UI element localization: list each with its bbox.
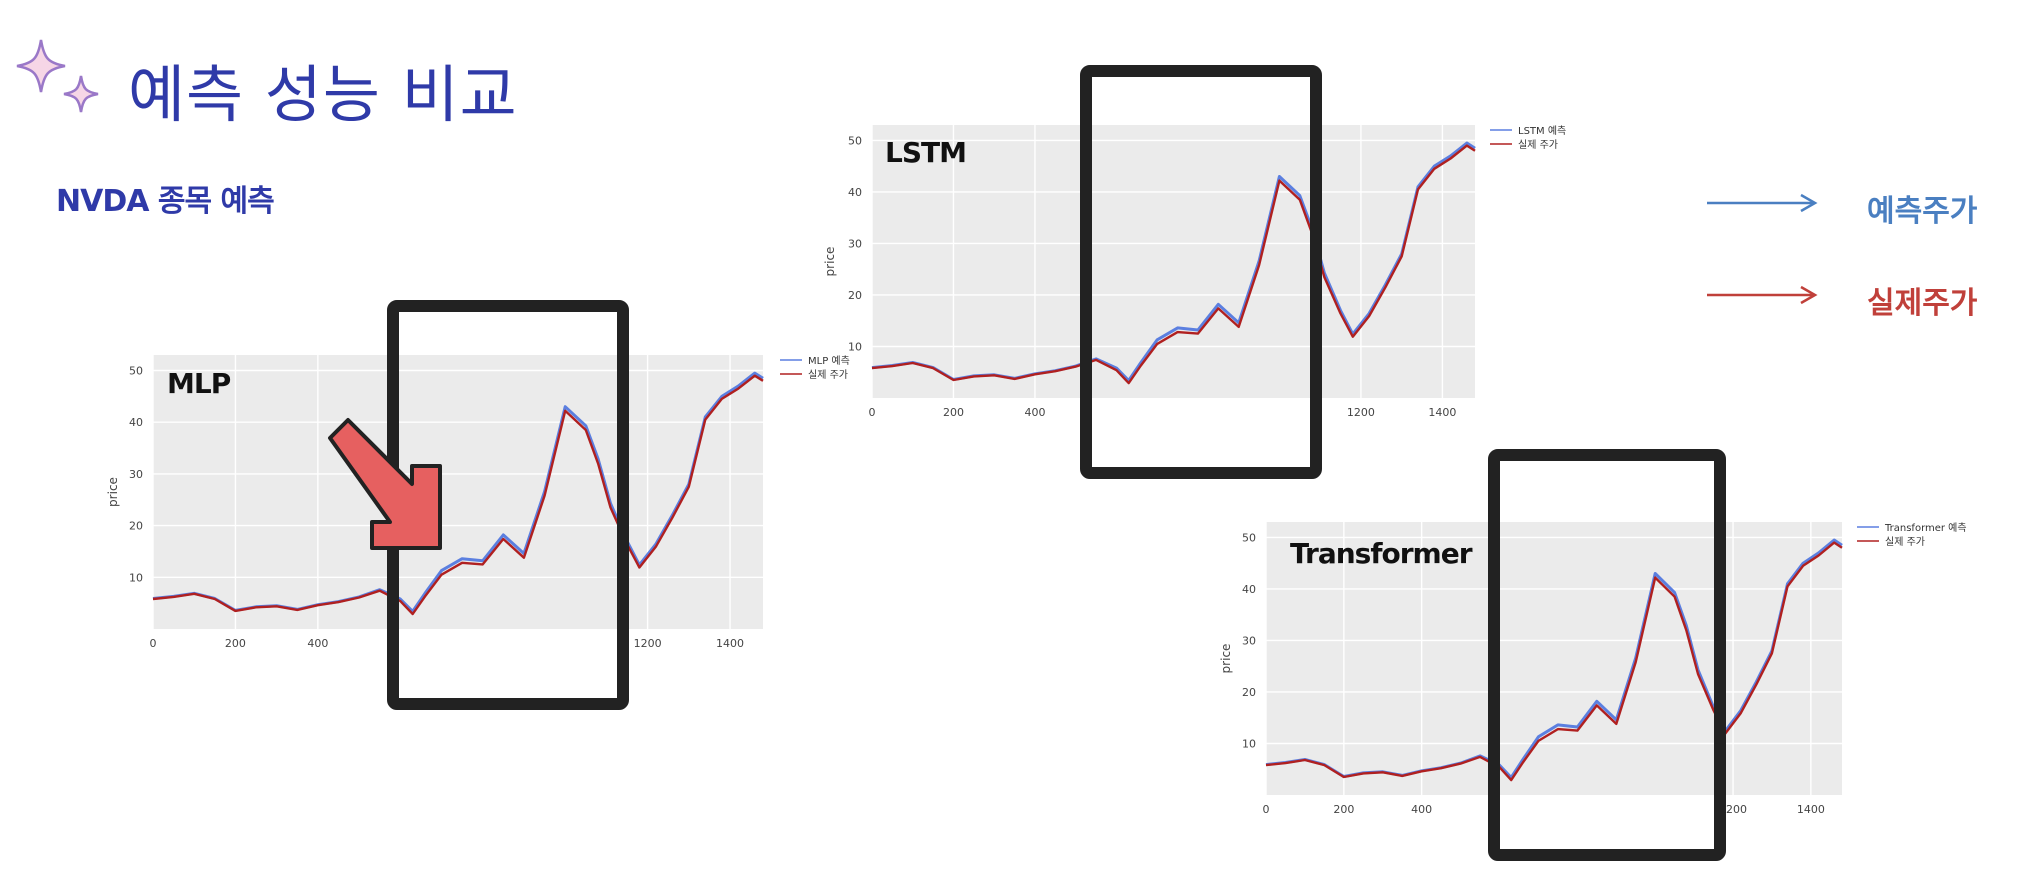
x-tick-label: 200 <box>1333 803 1354 816</box>
y-tick-label: 40 <box>848 186 862 199</box>
y-axis-label: price <box>106 477 120 507</box>
key-legend-predicted: 예측주가 <box>1705 180 2005 230</box>
highlight-frame <box>1080 65 1322 479</box>
page-subtitle: NVDA 종목 예측 <box>56 184 275 219</box>
chart-lstm: 10 20 30 40 50 0 200 400 1200 1400 price LSTM LSTM 예… <box>823 65 1566 479</box>
x-tick-label: 0 <box>1263 803 1270 816</box>
x-tick-label: 1200 <box>634 637 662 650</box>
series-line-actual <box>152 374 764 616</box>
sparkle-large <box>16 39 66 93</box>
plot-background <box>153 355 763 629</box>
y-tick-label: 40 <box>129 416 143 429</box>
y-tick-label: 10 <box>1242 737 1256 750</box>
legend-entry: 실제 주가 <box>1518 139 1558 151</box>
x-tick-label: 400 <box>1024 406 1045 419</box>
plot-background <box>872 125 1475 398</box>
x-tick-label: 1200 <box>1719 803 1747 816</box>
key-legend-actual: 실제주가 <box>1705 272 2005 322</box>
key-legend-predicted-label: 예측주가 <box>1867 194 1978 229</box>
series-line-actual <box>1265 541 1843 782</box>
y-tick-label: 10 <box>129 571 143 584</box>
y-tick-label: 10 <box>848 340 862 353</box>
x-tick-label: 400 <box>1411 803 1432 816</box>
x-tick-label: 0 <box>869 406 876 419</box>
x-tick-label: 400 <box>307 637 328 650</box>
legend-entry: 실제 주가 <box>1885 536 1925 548</box>
series-line-actual <box>871 144 1476 385</box>
x-tick-label: 1200 <box>1347 406 1375 419</box>
model-label: MLP <box>167 367 231 400</box>
model-label: Transformer <box>1290 537 1473 570</box>
x-tick-label: 1400 <box>716 637 744 650</box>
y-tick-label: 30 <box>848 237 862 250</box>
arrow-right-icon <box>1707 193 1818 213</box>
y-tick-label: 40 <box>1242 583 1256 596</box>
y-tick-label: 50 <box>129 365 143 378</box>
y-tick-label: 20 <box>129 520 143 533</box>
y-axis-label: price <box>823 247 837 277</box>
chart-transformer: 10 20 30 40 50 0 200 400 1200 1400 price Transforme… <box>1219 449 1967 861</box>
x-tick-label: 1400 <box>1797 803 1825 816</box>
arrow-right-icon <box>1707 285 1818 305</box>
y-tick-label: 30 <box>129 468 143 481</box>
plot-background <box>1266 522 1842 795</box>
x-tick-label: 200 <box>225 637 246 650</box>
y-axis-label: price <box>1219 644 1233 674</box>
x-tick-label: 200 <box>943 406 964 419</box>
legend-entry: LSTM 예측 <box>1518 125 1566 137</box>
red-arrow-icon <box>328 418 442 550</box>
y-tick-label: 20 <box>1242 686 1256 699</box>
sparkle-small <box>63 75 99 113</box>
legend-entry: Transformer 예측 <box>1884 522 1967 534</box>
legend-entry: MLP 예측 <box>808 355 850 367</box>
legend-entry: 실제 주가 <box>808 369 848 381</box>
model-label: LSTM <box>885 136 966 169</box>
y-tick-label: 30 <box>1242 634 1256 647</box>
sparkle-icon <box>16 39 99 113</box>
page-title: 예측 성능 비교 <box>128 58 518 131</box>
x-tick-label: 0 <box>150 637 157 650</box>
chart-mlp: 10 20 30 40 50 0 200 400 1200 1400 price MLP MLP 예측실… <box>106 300 850 710</box>
y-tick-label: 50 <box>848 134 862 147</box>
highlight-frame <box>1488 449 1726 861</box>
x-tick-label: 1400 <box>1428 406 1456 419</box>
y-tick-label: 20 <box>848 289 862 302</box>
key-legend-actual-label: 실제주가 <box>1867 286 1978 321</box>
y-tick-label: 50 <box>1242 531 1256 544</box>
